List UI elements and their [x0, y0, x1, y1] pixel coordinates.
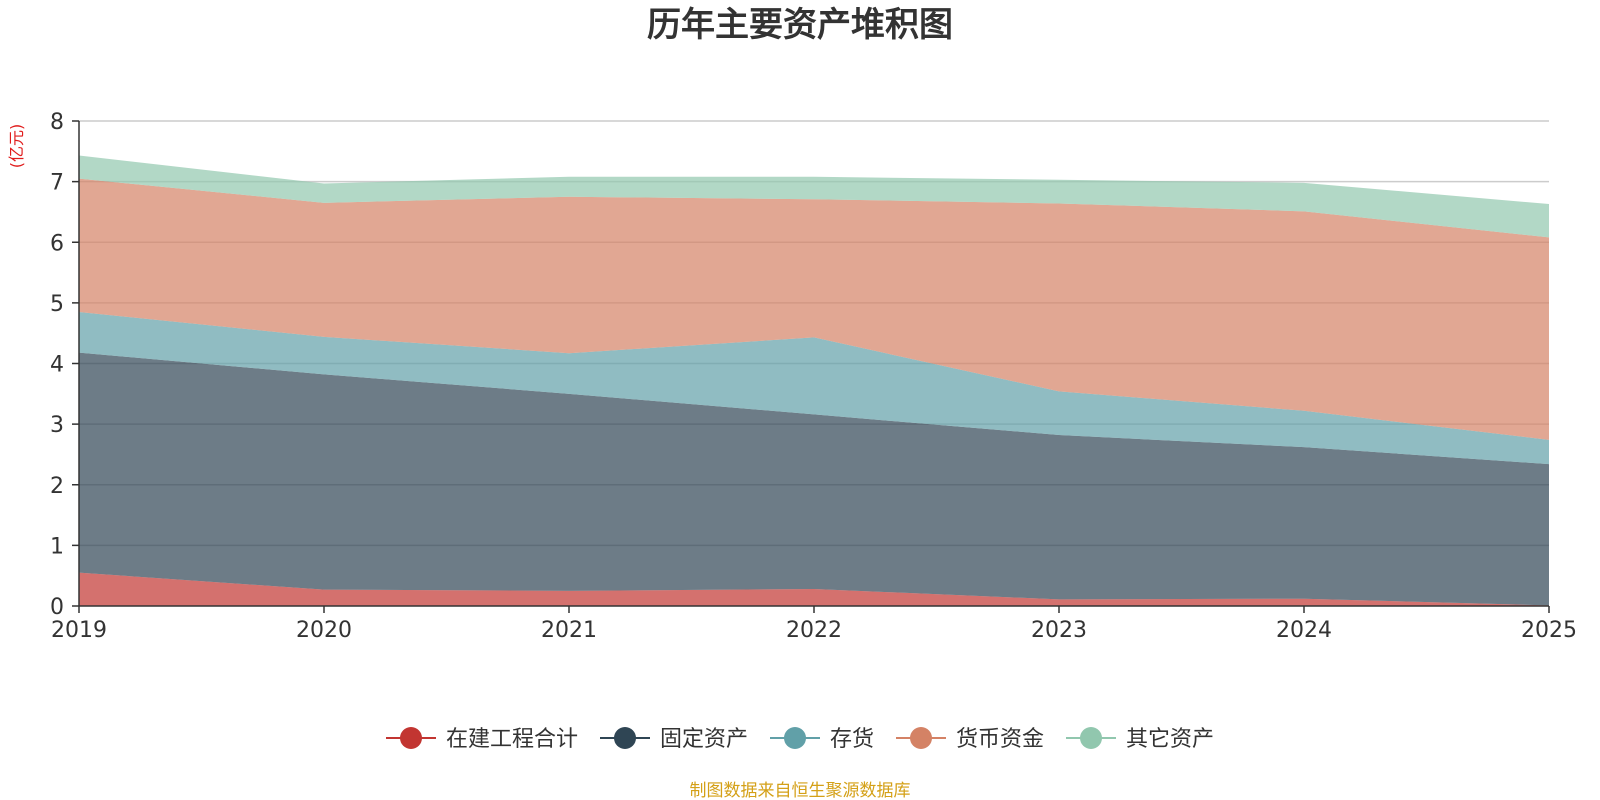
area-series — [79, 178, 1549, 440]
data-source-footnote: 制图数据来自恒生聚源数据库 — [690, 781, 911, 800]
y-tick-label: 7 — [50, 171, 64, 196]
y-tick-label: 8 — [50, 110, 64, 135]
x-tick-label: 2025 — [1521, 618, 1577, 643]
legend-item[interactable]: 其它资产 — [1066, 727, 1214, 752]
y-tick-label: 5 — [50, 292, 64, 317]
x-tick-label: 2022 — [786, 618, 842, 643]
y-tick-label: 4 — [50, 353, 64, 378]
y-tick-label: 1 — [50, 534, 64, 559]
legend[interactable]: 在建工程合计 固定资产 存货 货币资金 其它资产 — [386, 727, 1214, 752]
y-tick-label: 6 — [50, 231, 64, 256]
x-tick-label: 2024 — [1276, 618, 1332, 643]
legend-label: 在建工程合计 — [446, 727, 578, 752]
legend-circle-icon — [1080, 727, 1102, 749]
y-tick-label: 3 — [50, 413, 64, 438]
legend-label: 货币资金 — [956, 727, 1044, 752]
legend-circle-icon — [400, 727, 422, 749]
area-series — [79, 572, 1549, 606]
area-series — [79, 155, 1549, 238]
legend-item[interactable]: 在建工程合计 — [386, 727, 578, 752]
legend-item[interactable]: 货币资金 — [896, 727, 1044, 752]
legend-item[interactable]: 固定资产 — [600, 727, 748, 752]
x-tick-label: 2020 — [296, 618, 352, 643]
y-tick-label: 2 — [50, 474, 64, 499]
legend-label: 固定资产 — [660, 727, 748, 752]
axes: 0 1 2 3 4 5 6 7 8 2019 2020 2021 2022 2023 2024 2025 — [50, 110, 1577, 643]
legend-circle-icon — [784, 727, 806, 749]
area-series — [79, 352, 1549, 606]
area-series-layer — [79, 155, 1549, 606]
legend-label: 存货 — [830, 727, 874, 752]
legend-circle-icon — [614, 727, 636, 749]
legend-circle-icon — [910, 727, 932, 749]
x-tick-label: 2023 — [1031, 618, 1087, 643]
y-tick-label: 0 — [50, 595, 64, 620]
x-tick-label: 2019 — [51, 618, 107, 643]
area-series — [79, 311, 1549, 465]
y-axis-unit-label: (亿元) — [7, 124, 26, 169]
chart-title: 历年主要资产堆积图 — [647, 5, 953, 45]
legend-item[interactable]: 存货 — [770, 727, 874, 752]
x-tick-label: 2021 — [541, 618, 597, 643]
legend-label: 其它资产 — [1126, 727, 1214, 752]
